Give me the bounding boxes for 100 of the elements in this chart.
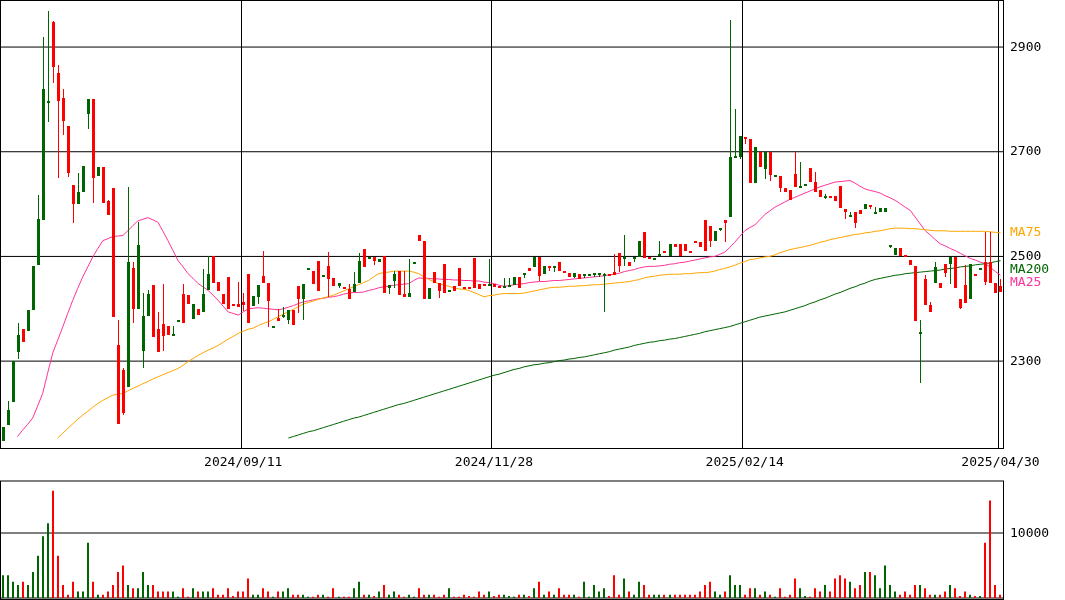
bar bbox=[583, 581, 585, 598]
bar bbox=[709, 581, 711, 598]
bar bbox=[814, 588, 816, 598]
x-tick-label: 2025/02/14 bbox=[705, 454, 785, 469]
bar bbox=[834, 578, 836, 598]
bar bbox=[287, 588, 289, 598]
bar bbox=[914, 585, 916, 598]
line-series bbox=[17, 180, 1001, 437]
bar bbox=[794, 578, 796, 598]
bar bbox=[884, 565, 886, 598]
bar bbox=[7, 575, 9, 598]
bar bbox=[112, 585, 114, 598]
bar bbox=[282, 591, 284, 598]
bar bbox=[12, 581, 14, 598]
bar bbox=[613, 575, 615, 598]
bar bbox=[869, 572, 871, 598]
bar bbox=[132, 588, 134, 598]
candlestick bbox=[602, 273, 606, 312]
bar bbox=[57, 555, 59, 598]
series-label: MA25 bbox=[1010, 273, 1042, 289]
bar bbox=[603, 588, 605, 598]
y-tick-label: 2700 bbox=[1010, 143, 1042, 159]
bar bbox=[262, 588, 264, 598]
bar bbox=[107, 591, 109, 598]
bar bbox=[874, 575, 876, 598]
bar bbox=[538, 581, 540, 598]
bar bbox=[894, 591, 896, 598]
y-tick-label: 10000 bbox=[1010, 524, 1050, 540]
bar bbox=[247, 578, 249, 598]
bar bbox=[92, 581, 94, 598]
bar bbox=[799, 588, 801, 598]
bar bbox=[859, 585, 861, 598]
bar bbox=[37, 555, 39, 598]
bar bbox=[418, 588, 420, 598]
bar bbox=[704, 585, 706, 598]
bar bbox=[879, 588, 881, 598]
bar bbox=[358, 581, 360, 598]
bar bbox=[378, 591, 380, 598]
bar bbox=[628, 591, 630, 598]
line-series bbox=[287, 260, 1001, 439]
bar bbox=[192, 588, 194, 598]
bar bbox=[122, 565, 124, 598]
bar bbox=[864, 572, 866, 598]
bar bbox=[137, 588, 139, 598]
x-tick-label: 2024/09/11 bbox=[204, 454, 283, 469]
bar bbox=[227, 588, 229, 598]
bar bbox=[714, 591, 716, 598]
bar bbox=[734, 585, 736, 598]
bar bbox=[22, 581, 24, 598]
bar bbox=[448, 588, 450, 598]
bar bbox=[77, 591, 79, 598]
bar bbox=[699, 591, 701, 598]
bar bbox=[47, 523, 49, 598]
bar bbox=[87, 542, 89, 598]
bar bbox=[638, 581, 640, 598]
bar bbox=[197, 591, 199, 598]
bar bbox=[844, 578, 846, 598]
bar bbox=[17, 585, 19, 598]
candlestick bbox=[46, 10, 50, 123]
bar bbox=[147, 585, 149, 598]
bar bbox=[182, 588, 184, 598]
bar bbox=[994, 585, 996, 598]
bar bbox=[212, 588, 214, 598]
bar bbox=[598, 591, 600, 598]
bar bbox=[839, 575, 841, 598]
bar bbox=[353, 588, 355, 598]
bar bbox=[32, 572, 34, 598]
bar bbox=[237, 591, 239, 598]
bar bbox=[172, 591, 174, 598]
candlestick bbox=[622, 234, 626, 267]
bar bbox=[277, 591, 279, 598]
bar bbox=[819, 591, 821, 598]
series-label: MA200 bbox=[1010, 260, 1050, 276]
bar bbox=[82, 591, 84, 598]
bar bbox=[202, 591, 204, 598]
candlestick bbox=[798, 161, 802, 188]
bar bbox=[739, 585, 741, 598]
x-tick-label: 2024/11/28 bbox=[454, 454, 534, 469]
bar bbox=[643, 585, 645, 598]
bar bbox=[142, 572, 144, 598]
bar bbox=[2, 575, 4, 598]
line-series bbox=[57, 227, 1001, 439]
bar bbox=[984, 542, 986, 598]
bar bbox=[62, 585, 64, 598]
bar bbox=[117, 572, 119, 598]
bar bbox=[42, 536, 44, 598]
bar bbox=[558, 588, 560, 598]
bar bbox=[167, 591, 169, 598]
bar bbox=[593, 585, 595, 598]
candlestick bbox=[733, 109, 737, 158]
bar bbox=[729, 575, 731, 598]
bar bbox=[964, 591, 966, 598]
bar bbox=[924, 588, 926, 598]
bar bbox=[849, 581, 851, 598]
bar bbox=[944, 591, 946, 598]
bar bbox=[779, 588, 781, 598]
x-tick-label: 2025/04/30 bbox=[961, 454, 1040, 469]
y-tick-label: 2900 bbox=[1010, 38, 1042, 54]
candlestick bbox=[281, 307, 285, 318]
bar bbox=[478, 591, 480, 598]
